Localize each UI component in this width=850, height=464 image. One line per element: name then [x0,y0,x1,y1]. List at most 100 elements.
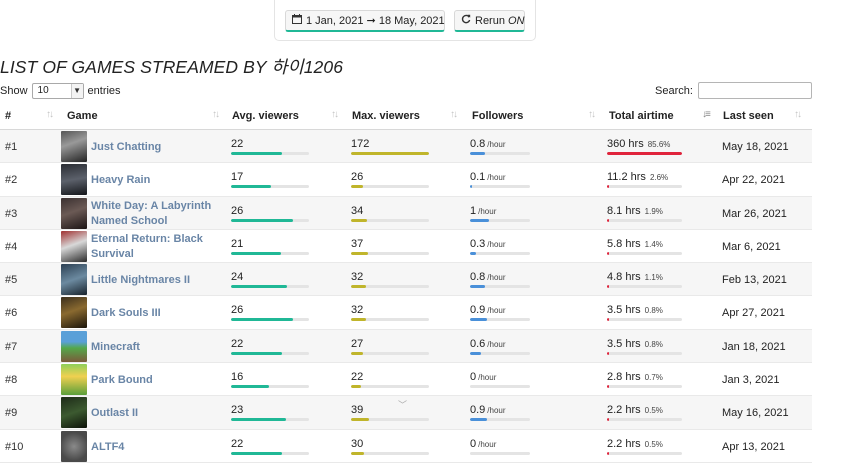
table-row: #8 Park Bound 16 22 0/hour 2.8 hrs 0.7% J… [0,363,812,397]
refresh-icon [461,14,471,27]
max-viewers-bar-fill [351,251,369,255]
last-seen-value: Apr 13, 2021 [722,440,785,453]
avg-viewers-bar [231,451,309,455]
last-seen-value: Apr 22, 2021 [722,174,785,187]
date-range-button[interactable]: 1 Jan, 2021 ➞ 18 May, 2021 [285,10,445,32]
avg-viewers-bar-fill [231,285,288,289]
avg-viewers-value: 26 [231,204,244,217]
column-header-game[interactable]: Game [67,110,98,122]
game-thumbnail[interactable] [61,364,87,396]
airtime-value: 2.2 hrs [607,404,641,417]
game-thumbnail[interactable] [61,264,87,296]
table-row: #6 Dark Souls III 26 32 0.9/hour 3.5 hrs… [0,296,812,330]
column-header-rank[interactable]: # [5,110,12,122]
game-thumbnail[interactable] [61,330,87,362]
game-link[interactable]: Just Chatting [91,141,162,153]
game-link[interactable]: Outlast II [91,407,139,420]
rerun-state: ON [507,14,525,27]
max-viewers-value: 30 [351,437,364,450]
sort-icon[interactable]: ↑↓ [450,109,458,120]
game-thumbnail[interactable] [61,164,87,196]
entries-select[interactable]: 10 ▼ [31,83,84,99]
game-thumbnail[interactable] [61,397,87,429]
table-row: #7 Minecraft 22 27 0.6/hour 3.5 hrs 0.8% … [0,329,812,364]
avg-viewers-bar-fill [231,185,271,189]
last-seen-value: Mar 26, 2021 [722,207,787,220]
rank-cell: #5 [5,274,18,287]
rank-cell: #6 [5,307,18,320]
avg-viewers-value: 17 [231,171,244,184]
game-thumbnail[interactable] [61,197,87,229]
airtime-bar-fill [607,285,609,289]
followers-value: 0.9 [470,404,486,417]
game-link[interactable]: Eternal Return: Black Survival [91,232,203,260]
airtime-bar-fill [607,318,609,322]
avg-viewers-bar [231,318,309,322]
airtime-bar [607,251,682,255]
followers-value: 0 [470,371,477,384]
sort-desc-icon[interactable]: ↓≡ [702,109,711,120]
avg-viewers-value: 24 [231,271,244,284]
airtime-bar-fill [607,251,609,255]
rank-cell: #1 [5,141,18,153]
followers-unit: /hour [487,273,506,283]
game-link[interactable]: Park Bound [91,374,153,387]
column-header-avg-viewers[interactable]: Avg. viewers [232,110,299,122]
rerun-label: Rerun [475,14,505,27]
followers-bar [470,385,530,389]
followers-unit: /hour [487,306,506,316]
game-thumbnail[interactable] [61,131,87,162]
airtime-bar [607,351,682,355]
followers-bar [470,152,530,155]
max-viewers-bar-fill [351,418,369,422]
avg-viewers-bar-fill [231,451,283,455]
followers-cell: 1/hour [470,205,496,217]
column-header-max-viewers[interactable]: Max. viewers [352,110,420,122]
rank-cell: #3 [5,207,18,220]
avg-viewers-bar-fill [231,152,283,155]
followers-unit: /hour [487,173,506,183]
rank-cell: #8 [5,374,18,387]
airtime-bar [607,451,682,455]
game-link[interactable]: Minecraft [91,340,140,353]
column-header-total-airtime[interactable]: Total airtime [609,110,674,122]
game-link[interactable]: Little Nightmares II [91,274,191,287]
game-thumbnail[interactable] [61,230,87,262]
max-viewers-bar [351,251,429,255]
column-header-followers[interactable]: Followers [472,110,524,122]
sort-icon[interactable]: ↑↓ [331,109,339,120]
date-range-text: 1 Jan, 2021 ➞ 18 May, 2021 [306,15,445,27]
max-viewers-value: 32 [351,271,364,284]
search-input[interactable] [697,82,812,99]
column-header-last-seen[interactable]: Last seen [723,110,774,122]
airtime-bar [607,185,682,189]
airtime-percent: 0.7% [644,373,663,383]
followers-bar-fill [470,418,487,422]
table-row: #3 White Day: A Labyrinth Named School 2… [0,196,812,230]
airtime-cell: 8.1 hrs 1.9% [607,205,663,217]
game-link[interactable]: ALTF4 [91,440,125,453]
table-row: #1 Just Chatting 22 172 0.8/hour 360 hrs… [0,130,812,164]
max-viewers-bar [351,385,429,389]
game-thumbnail[interactable] [61,430,87,462]
rerun-toggle-button[interactable]: Rerun ON [454,10,525,32]
last-seen-value: May 18, 2021 [722,141,789,153]
game-link[interactable]: Dark Souls III [91,307,161,320]
max-viewers-bar-fill [351,451,365,455]
sort-icon[interactable]: ↑↓ [212,109,220,120]
avg-viewers-bar [231,152,309,155]
game-link[interactable]: Heavy Rain [91,174,151,187]
followers-unit: /hour [487,406,506,416]
game-link[interactable]: White Day: A Labyrinth Named School [91,199,212,227]
followers-unit: /hour [478,439,497,449]
airtime-percent: 0.5% [644,406,663,416]
avg-viewers-bar [231,185,309,189]
sort-icon[interactable]: ↑↓ [794,109,802,120]
sort-icon[interactable]: ↑↓ [46,109,54,120]
chevron-down-icon: ▼ [70,84,83,98]
sort-icon[interactable]: ↑↓ [588,109,596,120]
airtime-percent: 85.6% [647,140,671,149]
game-thumbnail[interactable] [61,297,87,329]
table-row: #10 ALTF4 22 30 0/hour 2.2 hrs 0.5% Apr 1… [0,430,812,463]
chevron-down-icon: ﹀ [398,400,408,410]
